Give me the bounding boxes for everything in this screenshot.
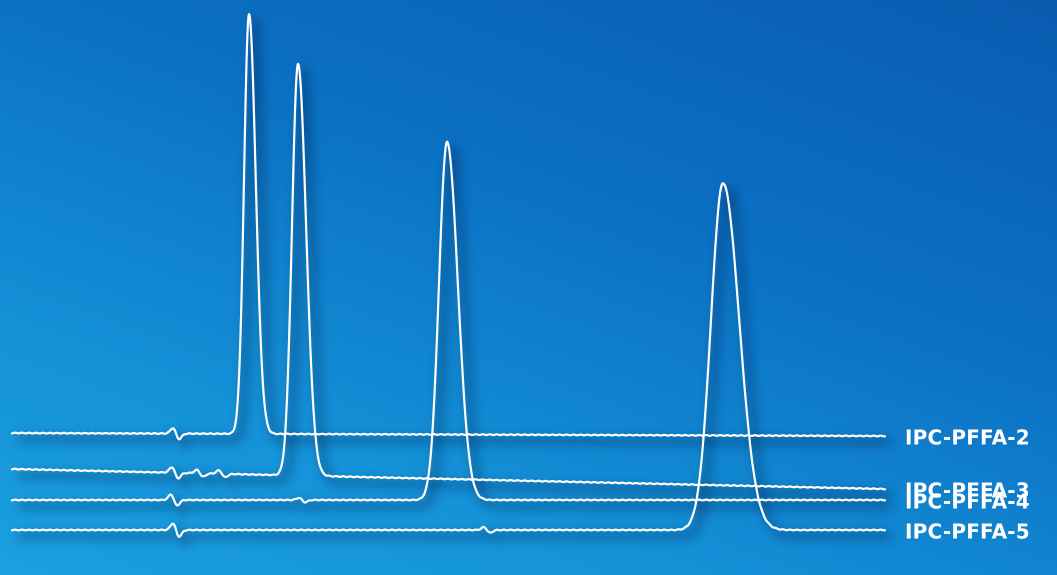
trace-shadow-3: [15, 66, 894, 499]
trace-shadow-4: [15, 144, 894, 515]
series-label-ipc-pffa-2: IPC-PFFA-2: [905, 425, 1030, 449]
series-label-ipc-pffa-5: IPC-PFFA-5: [905, 519, 1030, 543]
trace-shadow-2: [15, 16, 894, 449]
series-line-ipc-pffa-2: [10, 13, 887, 441]
trace-shadows: [15, 16, 894, 547]
series-line-ipc-pffa-5: [10, 182, 887, 538]
series-line-ipc-pffa-3: [10, 62, 887, 491]
series-line-ipc-pffa-4: [10, 140, 887, 507]
series-label-ipc-pffa-3: IPC-PFFA-3: [905, 478, 1030, 502]
trace-shadow-5: [15, 185, 894, 547]
series-label-ipc-pffa-4: IPC-PFFA-4: [905, 489, 1030, 513]
chromatogram-traces: [10, 13, 887, 538]
